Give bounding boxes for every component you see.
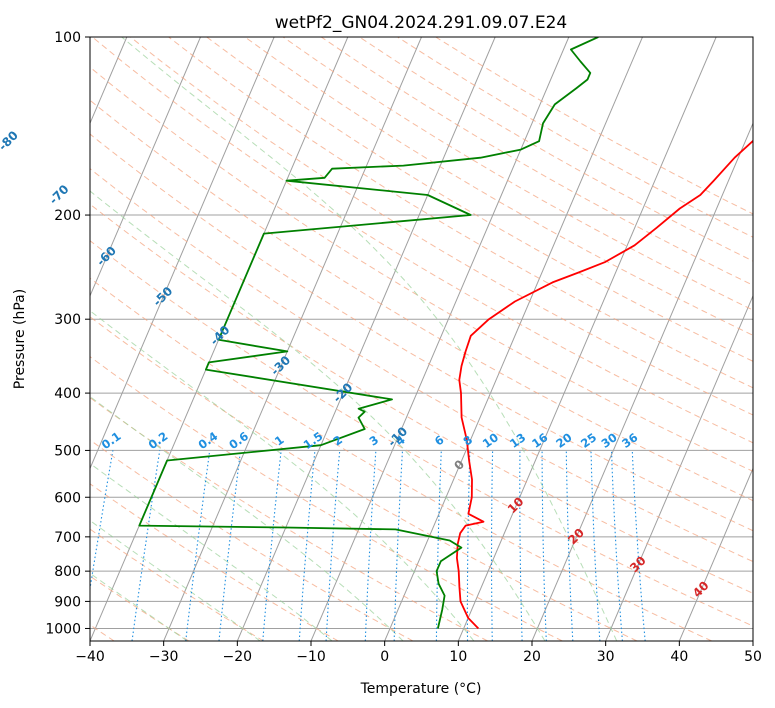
y-axis-label: Pressure (hPa)	[12, 289, 28, 389]
plot-frame	[89, 36, 754, 642]
dry-adiabat-line	[90, 99, 753, 502]
x-tick-label: 0	[380, 649, 389, 665]
moist-adiabat-line	[90, 519, 261, 641]
dry-adiabat-line	[244, 37, 753, 336]
y-tick-label: 300	[54, 312, 81, 328]
moist-adiabat-line	[121, 37, 618, 641]
chart-title: wetPf2_GN04.2024.291.09.07.E24	[275, 13, 567, 33]
mixing-ratio-line	[185, 450, 211, 641]
x-tick-label: 40	[670, 649, 688, 665]
moist-adiabat-line	[90, 310, 475, 641]
y-tick-label: 500	[54, 443, 81, 459]
moist-adiabat-line	[90, 572, 188, 641]
dry-adiabat-line	[90, 528, 264, 641]
mixing-ratio-line	[262, 450, 282, 641]
isotherm-line	[678, 467, 753, 641]
y-tick-label: 100	[54, 30, 81, 46]
x-tick-label: 10	[449, 649, 467, 665]
dry-adiabat-lines	[90, 37, 753, 641]
x-axis-label: Temperature (°C)	[360, 681, 482, 697]
isotherm-line	[457, 37, 717, 641]
isotherm-line	[236, 37, 496, 641]
isotherm-line	[384, 37, 643, 641]
dry-adiabat-line	[90, 203, 753, 594]
plot-area	[90, 37, 753, 641]
x-tick-label: 50	[744, 649, 762, 665]
dry-adiabat-line	[91, 37, 753, 444]
y-tick-label: 1000	[45, 621, 81, 637]
isotherm-line	[605, 294, 753, 641]
y-tick-label: 600	[54, 490, 81, 506]
isotherm-line	[90, 37, 201, 298]
dry-adiabat-line	[90, 133, 753, 532]
dry-adiabat-line	[90, 483, 339, 641]
dry-adiabat-line	[90, 240, 753, 627]
x-tick-label: −20	[223, 649, 253, 665]
y-axis: 100 200 300 400 500 600 700 800 900 1000	[45, 30, 90, 637]
dry-adiabat-line	[130, 37, 753, 416]
y-tick-label: 400	[54, 386, 81, 402]
x-tick-label: 20	[523, 649, 541, 665]
x-tick-label: −40	[75, 649, 105, 665]
x-axis: −40 −30 −20 −10 0 10 20 30 40 50	[75, 641, 762, 665]
dry-adiabat-line	[282, 37, 753, 311]
dry-adiabat-line	[168, 37, 753, 389]
dry-adiabat-line	[90, 316, 638, 641]
y-tick-label: 200	[54, 208, 81, 224]
x-tick-label: −10	[296, 649, 326, 665]
mixing-ratio-line	[90, 450, 114, 593]
profile-line	[138, 37, 599, 629]
y-tick-label: 900	[54, 594, 81, 610]
y-tick-label: 800	[54, 564, 81, 580]
profile-line	[456, 139, 753, 630]
mixing-ratio-line	[218, 450, 242, 641]
profile-series	[138, 37, 753, 630]
moist-adiabat-line	[90, 395, 404, 641]
isotherm-line	[90, 37, 275, 470]
moist-adiabat-line	[90, 462, 333, 641]
isotherm-line	[163, 37, 422, 641]
y-tick-label: 700	[54, 530, 81, 546]
isotherm-line	[531, 122, 753, 641]
dry-adiabat-line	[90, 356, 563, 641]
moist-adiabat-lines	[90, 37, 618, 641]
x-tick-label: 30	[597, 649, 615, 665]
dry-adiabat-line	[90, 277, 712, 641]
x-tick-label: −30	[149, 649, 179, 665]
